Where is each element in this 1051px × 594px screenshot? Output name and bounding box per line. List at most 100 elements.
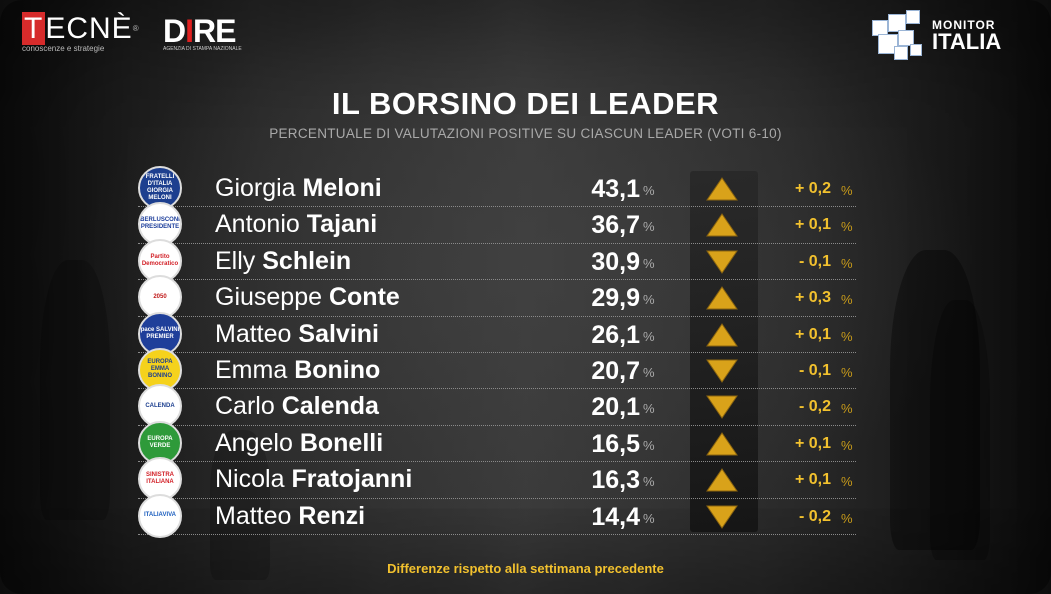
- leader-first-name: Giuseppe: [215, 283, 323, 312]
- weekly-change: + 0,1: [794, 471, 831, 489]
- change-percent-sign: %: [841, 510, 853, 526]
- leader-row: 2050 Giuseppe Conte 29,9% + 0,3%: [138, 275, 856, 320]
- arrow-down-icon: [706, 250, 738, 274]
- percent-sign: %: [643, 437, 655, 453]
- leader-last-name: Calenda: [281, 392, 379, 421]
- weekly-change: + 0,1: [794, 216, 831, 234]
- arrow-down-icon: [706, 359, 738, 383]
- leader-first-name: Angelo: [215, 428, 293, 457]
- dire-logo-rest: RE: [193, 13, 236, 49]
- arrow-up-icon: [706, 468, 738, 492]
- tecne-tagline: conoscenze e strategie: [22, 44, 105, 53]
- footer-note: Differenze rispetto alla settimana prece…: [387, 561, 664, 576]
- leader-last-name: Tajani: [306, 210, 378, 239]
- percent-sign: %: [643, 364, 655, 380]
- arrow-up-icon: [706, 431, 738, 456]
- page-subtitle: PERCENTUALE DI VALUTAZIONI POSITIVE SU C…: [269, 126, 782, 141]
- dire-logo-i: I: [185, 13, 194, 49]
- leader-row: EUROPA VERDE Angelo Bonelli 16,5% + 0,1%: [138, 420, 856, 465]
- dire-logo-letter: D: [163, 13, 186, 49]
- leader-last-name: Schlein: [262, 246, 352, 275]
- rating-value: 20,7: [591, 356, 640, 385]
- percent-sign: %: [643, 401, 655, 417]
- dire-logo: DIRE AGENZIA DI STAMPA NAZIONALE: [163, 13, 242, 52]
- leader-last-name: Meloni: [302, 174, 382, 202]
- leader-last-name: Bonelli: [299, 428, 384, 457]
- leader-row: Partito Democratico Elly Schlein 30,9% - 0,…: [138, 238, 856, 283]
- weekly-change: - 0,2: [798, 507, 831, 525]
- arrow-up-icon: [706, 322, 738, 347]
- leader-last-name: Bonino: [294, 355, 381, 384]
- change-percent-sign: %: [841, 219, 853, 235]
- leader-name: Giuseppe Conte: [215, 283, 400, 312]
- italia-label: ITALIA: [932, 29, 1002, 54]
- leader-name: Nicola Fratojanni: [215, 465, 412, 494]
- leader-row: FRATELLI D'ITALIA GIORGIA MELONI Giorgia …: [138, 166, 856, 210]
- percent-sign: %: [643, 219, 655, 235]
- weekly-change: - 0,1: [798, 361, 831, 379]
- monitor-label: MONITOR: [932, 18, 996, 32]
- change-percent-sign: %: [841, 183, 853, 198]
- percent-sign: %: [643, 292, 655, 308]
- tecne-logo-word: ECNÈ: [45, 12, 133, 45]
- change-percent-sign: %: [841, 364, 853, 380]
- change-percent-sign: %: [841, 401, 853, 417]
- rating-value: 16,3: [591, 466, 640, 495]
- background-figure: [890, 250, 980, 550]
- rating-value: 43,1: [591, 175, 640, 203]
- background-figure: [210, 430, 270, 580]
- percent-sign: %: [643, 328, 655, 344]
- change-percent-sign: %: [841, 474, 853, 490]
- page-title: IL BORSINO DEI LEADER: [331, 86, 720, 121]
- leader-row: BERLUSCONI PRESIDENTE Antonio Tajani 36,7%…: [138, 202, 856, 247]
- rating-value: 29,9: [591, 284, 640, 313]
- change-percent-sign: %: [841, 292, 853, 308]
- tecne-logo-letter: T: [22, 12, 46, 45]
- leader-first-name: Matteo: [215, 501, 292, 530]
- leader-name: Antonio Tajani: [215, 210, 377, 239]
- percent-sign: %: [643, 255, 655, 271]
- leader-row: CALENDA Carlo Calenda 20,1% - 0,2%: [138, 384, 856, 429]
- tecne-logo: TECNÈ® conoscenze e strategie: [22, 12, 140, 53]
- percent-sign: %: [643, 183, 655, 198]
- leader-last-name: Fratojanni: [291, 465, 413, 494]
- leader-name: Emma Bonino: [215, 356, 380, 385]
- leader-row: ITALIAVIVA Matteo Renzi 14,4% - 0,2%: [138, 493, 856, 538]
- leader-name: Carlo Calenda: [215, 392, 379, 421]
- leader-first-name: Antonio: [215, 210, 300, 239]
- leader-first-name: Nicola: [215, 465, 285, 494]
- leader-last-name: Renzi: [298, 501, 366, 530]
- weekly-change: + 0,2: [794, 180, 831, 197]
- leader-last-name: Conte: [328, 283, 400, 312]
- rating-value: 26,1: [591, 320, 640, 349]
- arrow-up-icon: [706, 286, 738, 310]
- change-percent-sign: %: [841, 437, 853, 453]
- rating-value: 16,5: [591, 429, 640, 458]
- percent-sign: %: [643, 510, 655, 526]
- party-logo-icon: ITALIAVIVA: [138, 493, 182, 538]
- leader-row: pace SALVINI PREMIER Matteo Salvini 26,1% +…: [138, 311, 856, 356]
- change-percent-sign: %: [841, 328, 853, 344]
- weekly-change: - 0,1: [798, 252, 831, 270]
- weekly-change: + 0,1: [794, 434, 831, 452]
- cubes-icon: [868, 10, 924, 62]
- rating-value: 36,7: [591, 211, 640, 240]
- arrow-up-icon: [706, 213, 738, 237]
- leader-name: Matteo Salvini: [215, 320, 379, 349]
- leader-first-name: Elly: [215, 246, 256, 275]
- rating-value: 30,9: [591, 247, 640, 276]
- leader-name: Matteo Renzi: [215, 502, 365, 531]
- change-percent-sign: %: [841, 255, 853, 271]
- arrow-up-icon: [706, 177, 738, 201]
- leader-name: Elly Schlein: [215, 247, 351, 276]
- arrow-down-icon: [706, 505, 738, 529]
- weekly-change: + 0,3: [794, 289, 831, 307]
- leader-name: Giorgia Meloni: [215, 174, 382, 203]
- monitor-italia-logo: MONITOR ITALIA: [868, 10, 1001, 62]
- leader-first-name: Giorgia: [215, 174, 296, 202]
- leader-row: EUROPA EMMA BONINO Emma Bonino 20,7% - 0,1%: [138, 347, 856, 392]
- leader-name: Angelo Bonelli: [215, 429, 383, 458]
- arrow-down-icon: [706, 395, 738, 420]
- percent-sign: %: [643, 474, 655, 490]
- leader-first-name: Emma: [215, 355, 288, 384]
